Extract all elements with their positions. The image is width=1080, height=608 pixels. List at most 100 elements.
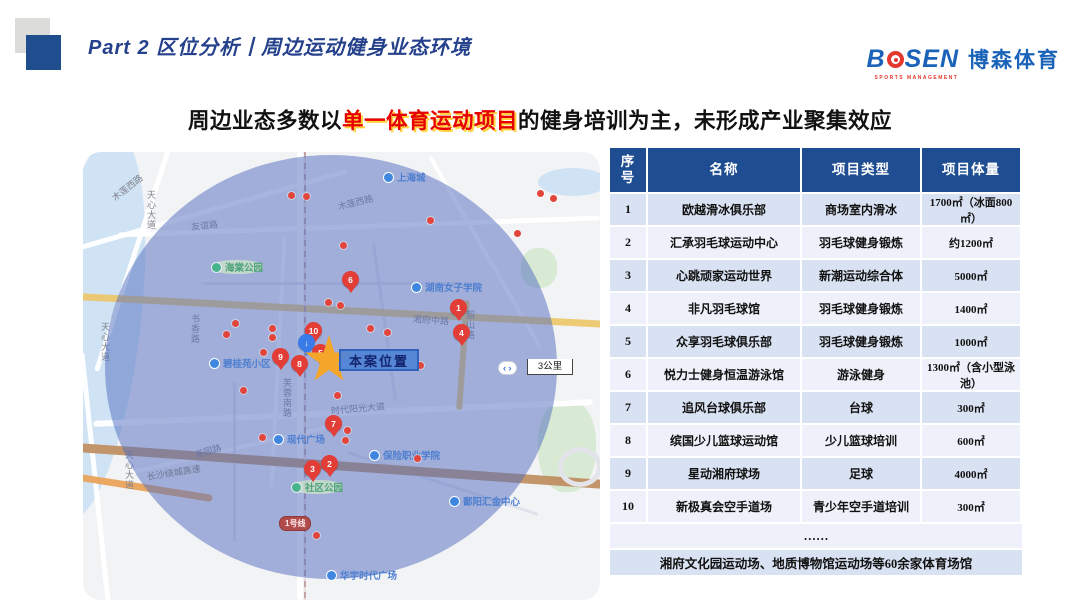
map-marker-1[interactable]: 1 [450, 299, 467, 316]
table-cell: 8 [610, 425, 648, 458]
table-cell: 4000㎡ [922, 458, 1022, 491]
map-dot [313, 532, 320, 539]
interchange-ring [558, 447, 600, 487]
map-marker-6[interactable]: 6 [342, 271, 359, 288]
marker-number: 6 [348, 274, 353, 285]
map-dot [367, 325, 374, 332]
table-cell: 1300㎡（含小型泳池） [922, 359, 1022, 392]
pond-water [538, 168, 600, 196]
poi-name: 湖南女子学院 [425, 283, 483, 294]
map-marker-2[interactable]: 2 [321, 455, 338, 472]
table-cell: 游泳健身 [802, 359, 922, 392]
logo-cn-name: 博森体育 [968, 49, 1060, 72]
map-dot [514, 230, 521, 237]
table-cell: 羽毛球健身锻炼 [802, 326, 922, 359]
map-dot [550, 195, 557, 202]
table-cell: 新潮运动综合体 [802, 260, 922, 293]
place-poi-icon [383, 171, 394, 183]
map-dot [427, 217, 434, 224]
page-title: Part 2 区位分析丨周边运动健身业态环境 [88, 37, 472, 59]
park-poi-icon [211, 261, 222, 273]
table-cell: 2 [610, 227, 648, 260]
poi-label[interactable]: 保险职业学院 [369, 448, 440, 462]
table: 序号 名称 项目类型 项目体量 1 欧越滑冰俱乐部 商场室内滑冰 1700㎡（冰面80… [610, 148, 1022, 577]
map-dot [337, 302, 344, 309]
table-footer-row: 湘府文化园运动场、地质博物馆运动场等60余家体育场馆 [610, 550, 1022, 577]
map-dot [223, 331, 230, 338]
map-dot [260, 349, 267, 356]
table-cell: 商场室内滑冰 [802, 194, 922, 227]
poi-name: 现代广场 [287, 435, 326, 446]
table-cell: 心跳顽家运动世界 [648, 260, 802, 293]
headline-suffix: 的健身培训为主，未形成产业聚集效应 [518, 109, 893, 133]
marker-number: 2 [327, 458, 332, 469]
map-dot [340, 242, 347, 249]
marker-number: 10 [308, 325, 319, 336]
map-dot [414, 455, 421, 462]
poi-name: 碧桂苑小区 [223, 359, 271, 370]
poi-label[interactable]: 华宇时代广场 [326, 568, 397, 582]
table-cell: 足球 [802, 458, 922, 491]
table-cell: 汇承羽毛球运动中心 [648, 227, 802, 260]
table-cell: 1700㎡（冰面800㎡） [922, 194, 1022, 227]
table-cell: 众享羽毛球俱乐部 [648, 326, 802, 359]
table-cell: 300㎡ [922, 392, 1022, 425]
poi-name: 保险职业学院 [383, 451, 441, 462]
poi-name: 海棠公园 [225, 263, 264, 274]
poi-label[interactable]: 湖南女子学院 [411, 280, 482, 294]
table-cell: 7 [610, 392, 648, 425]
poi-label[interactable]: 现代广场 [273, 432, 325, 446]
map-marker-8[interactable]: 8 [291, 355, 308, 372]
map[interactable]: 本案位置 ‹ › 3公里 木莲西路木莲西路友谊路天心大道天心大道天心大道书香路芙… [83, 152, 600, 600]
marker-number: 4 [459, 327, 464, 338]
map-dot [269, 325, 276, 332]
map-dot [288, 192, 295, 199]
map-dot [342, 437, 349, 444]
park-poi-icon [291, 481, 302, 493]
map-dot [334, 392, 341, 399]
table-cell: 羽毛球健身锻炼 [802, 227, 922, 260]
map-marker-9[interactable]: 9 [272, 348, 289, 365]
road-name-label: 天心大道 [124, 450, 134, 490]
marker-number: 7 [331, 418, 336, 429]
road-name-label: 天心大道 [100, 322, 110, 362]
poi-label[interactable]: 鄱阳汇金中心 [449, 494, 520, 508]
map-marker-3[interactable]: 3 [304, 460, 321, 477]
marker-number: 1 [456, 302, 461, 313]
headline-highlight: 单一体育运动项目 [341, 109, 518, 133]
table-cell: 新极真会空手道场 [648, 491, 802, 524]
table-cell: 600㎡ [922, 425, 1022, 458]
header-accent-square-blue [26, 35, 61, 70]
place-poi-icon [273, 433, 284, 445]
table-cell: 羽毛球健身锻炼 [802, 293, 922, 326]
poi-label[interactable]: 社区公园 [291, 480, 344, 494]
place-poi-icon [449, 495, 460, 507]
table-cell: 6 [610, 359, 648, 392]
map-marker-4[interactable]: 4 [453, 324, 470, 341]
table-cell: 非凡羽毛球馆 [648, 293, 802, 326]
map-scale-bar: 3公里 [527, 359, 573, 375]
table-ellipsis-row: …… [610, 524, 1022, 550]
logo-o-swirl-icon [886, 50, 904, 68]
logo-subtitle: SPORTS MANAGEMENT [874, 75, 959, 81]
table-cell: 星动湘府球场 [648, 458, 802, 491]
map-dot [269, 334, 276, 341]
road-name-label: 天心大道 [146, 190, 156, 230]
table-cell: 300㎡ [922, 491, 1022, 524]
poi-name: 华宇时代广场 [340, 571, 398, 582]
poi-name: 社区公园 [305, 483, 344, 494]
logo-text-sen: SEN [904, 44, 959, 73]
poi-label[interactable]: 海棠公园 [211, 260, 264, 274]
map-marker-7[interactable]: 7 [325, 415, 342, 432]
poi-label[interactable]: 碧桂苑小区 [209, 356, 271, 370]
map-zoom-chevrons[interactable]: ‹ › [498, 361, 517, 375]
poi-label[interactable]: 上海城 [383, 170, 426, 184]
current-location-marker[interactable]: ↓ [298, 334, 315, 351]
logo-text-b: B [866, 44, 886, 73]
poi-name: 上海城 [397, 173, 426, 184]
table-cell: 欧越滑冰俱乐部 [648, 194, 802, 227]
table-cell: 1400㎡ [922, 293, 1022, 326]
headline-prefix: 周边业态多数以 [187, 109, 342, 133]
table-cell: 缤国少儿篮球运动馆 [648, 425, 802, 458]
place-poi-icon [411, 281, 422, 293]
